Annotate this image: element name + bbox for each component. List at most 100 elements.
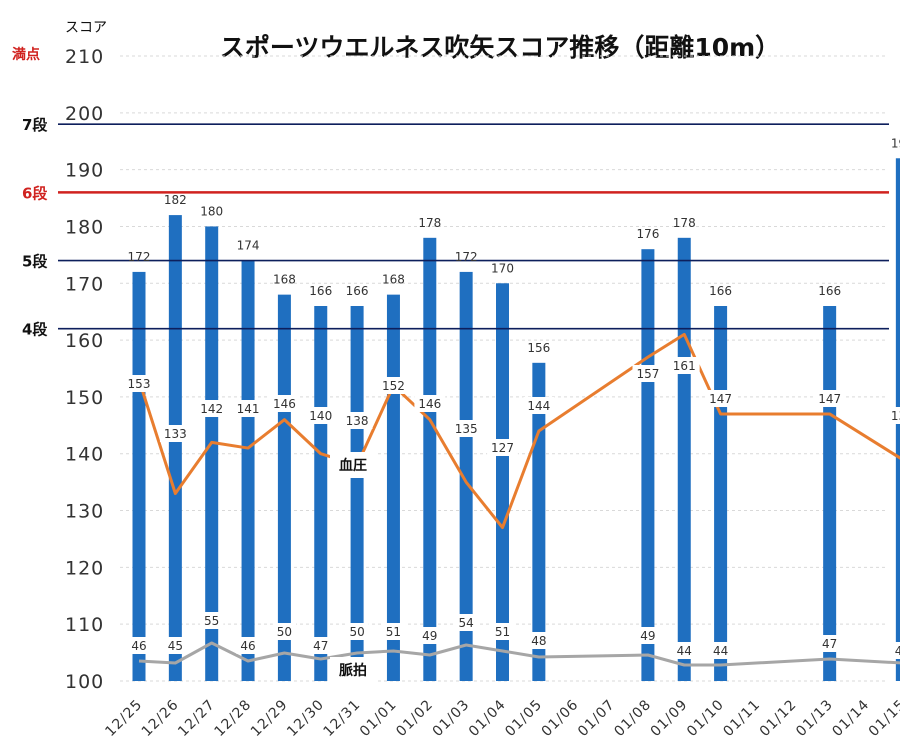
label-bg (636, 627, 660, 644)
blood-pressure-label: 135 (450, 420, 482, 437)
label-bg (454, 614, 478, 631)
value-text: 141 (237, 402, 260, 416)
blood-pressure-label: 144 (523, 397, 555, 414)
blood-pressure-label: 161 (668, 357, 700, 374)
pulse-label: 55 (200, 612, 224, 629)
x-tick-label: 01/05 (502, 697, 545, 740)
value-text: 142 (200, 402, 223, 416)
label-bg (632, 365, 664, 382)
value-text: 50 (277, 625, 292, 639)
value-text: 138 (346, 414, 369, 428)
value-text: 157 (636, 367, 659, 381)
score-bar (241, 260, 255, 681)
label-bg (127, 637, 151, 654)
blood-pressure-label: 152 (378, 377, 409, 394)
x-tick-label: 01/06 (539, 697, 582, 740)
max-score-label: 満点 (12, 46, 40, 63)
blood-pressure-label: 139 (886, 407, 900, 424)
x-tick-label: 01/08 (611, 697, 654, 740)
score-bar (168, 215, 182, 681)
x-tick-label: 01/09 (648, 697, 691, 740)
pulse-label: 45 (890, 642, 900, 659)
x-tick-label: 12/25 (102, 697, 145, 740)
value-text: 135 (455, 422, 478, 436)
x-tick-label: 12/31 (321, 697, 364, 740)
y-tick-label: 140 (65, 444, 104, 466)
score-bar (132, 271, 146, 681)
blood-pressure-label: 133 (159, 425, 191, 442)
blood-pressure-label: 147 (814, 390, 846, 407)
label-bg (418, 627, 442, 644)
value-text: 139 (891, 409, 900, 423)
value-text: 127 (491, 441, 514, 455)
pulse-label: 46 (236, 637, 260, 654)
blood-pressure-label: 146 (414, 395, 446, 412)
value-text: 178 (418, 216, 441, 230)
score-bar (314, 306, 328, 681)
y-tick-label: 110 (65, 614, 104, 636)
x-tick-label: 01/10 (684, 697, 727, 740)
value-text: 166 (346, 284, 369, 298)
value-text: 161 (673, 359, 696, 373)
value-text: 140 (309, 409, 332, 423)
bars (132, 158, 900, 682)
value-text: 133 (164, 427, 187, 441)
label-bg (330, 452, 376, 478)
value-text: 46 (240, 639, 255, 653)
value-text: 50 (349, 625, 364, 639)
blood-pressure-label: 142 (196, 400, 228, 417)
blood-pressure-label: 157 (632, 365, 664, 382)
label-bg (330, 657, 376, 683)
score-value-label: 182 (164, 193, 187, 207)
score-value-label: 192 (891, 136, 900, 150)
blood-pressure-label: 147 (705, 390, 736, 407)
value-text: 47 (313, 639, 328, 653)
label-bg (196, 400, 228, 417)
series-name: 血圧 (339, 457, 367, 474)
pulse-label: 50 (272, 623, 296, 640)
score-bar (459, 271, 473, 681)
y-tick-label: 130 (65, 501, 104, 523)
score-value-label: 180 (200, 204, 223, 218)
score-value-label: 166 (709, 284, 732, 298)
score-bar (423, 237, 437, 681)
x-tick-label: 12/27 (175, 697, 218, 740)
x-tick-label: 01/01 (357, 697, 400, 740)
score-bar (823, 306, 837, 681)
value-text: 46 (131, 639, 146, 653)
label-bg (523, 397, 555, 414)
label-bg (163, 637, 187, 654)
blood-pressure-label: 127 (487, 439, 518, 456)
pulse-series-label: 脈拍 (330, 657, 376, 683)
value-text: 44 (713, 644, 728, 658)
value-text: 168 (273, 273, 296, 287)
chart-title: スポーツウエルネス吹矢スコア推移（距離10m） (220, 33, 780, 62)
pulse-label: 47 (309, 637, 333, 654)
score-value-label: 176 (636, 227, 659, 241)
x-tick-label: 01/03 (430, 697, 473, 740)
value-text: 55 (204, 614, 219, 628)
value-text: 144 (527, 399, 550, 413)
score-value-label: 168 (382, 273, 405, 287)
blood-pressure-label: 146 (269, 395, 300, 412)
value-text: 172 (128, 250, 151, 264)
label-bg (378, 377, 409, 394)
label-bg (200, 612, 224, 629)
score-value-label: 166 (818, 284, 841, 298)
value-text: 168 (382, 273, 405, 287)
score-value-label: 168 (273, 273, 296, 287)
label-bg (814, 390, 846, 407)
x-tick-label: 01/14 (829, 697, 872, 740)
value-text: 192 (891, 136, 900, 150)
score-value-label: 178 (418, 216, 441, 230)
label-bg (818, 635, 842, 652)
blood-pressure-series-label: 血圧 (330, 452, 376, 478)
pulse-label: 54 (454, 614, 478, 631)
value-text: 153 (128, 377, 151, 391)
value-text: 47 (822, 637, 837, 651)
value-text: 180 (200, 204, 223, 218)
value-text: 44 (677, 644, 692, 658)
value-text: 166 (309, 284, 332, 298)
score-value-label: 166 (309, 284, 332, 298)
